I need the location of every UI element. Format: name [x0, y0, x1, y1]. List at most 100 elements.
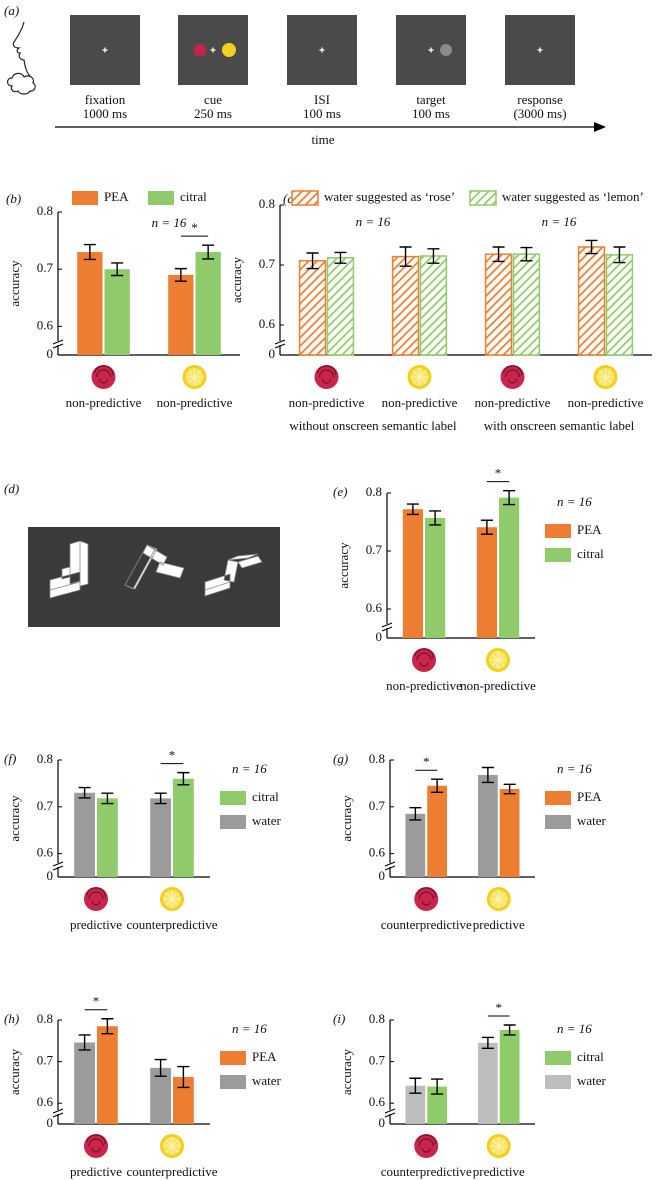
bar — [150, 1067, 171, 1124]
error-bar — [177, 771, 190, 786]
step-name: cue — [204, 92, 222, 107]
bar — [499, 1029, 520, 1124]
n-label: n = 16 — [542, 214, 577, 229]
y-axis-label: accuracy — [339, 795, 354, 842]
rose-icon — [412, 648, 436, 672]
legend-label: citral — [577, 546, 604, 561]
significance-star: * — [496, 1000, 503, 1015]
n-label: n = 16 — [152, 215, 187, 230]
error-bar — [101, 1018, 114, 1035]
legend-label: water — [252, 1073, 282, 1088]
legend-label: citral — [252, 789, 279, 804]
error-bar — [78, 1034, 91, 1051]
significance-star: * — [191, 220, 198, 235]
head-icon — [6, 21, 36, 95]
x-tick-label: predictive — [70, 917, 122, 932]
y-tick-label: 0.8 — [369, 1011, 385, 1026]
axis-break — [384, 861, 396, 871]
legend-swatch — [545, 815, 571, 829]
error-bar — [202, 244, 215, 260]
bar — [427, 1086, 447, 1124]
rose-icon — [314, 365, 339, 389]
y-tick-label: 0.7 — [369, 1053, 386, 1068]
lemon-segments — [185, 368, 204, 386]
error-bar — [409, 807, 422, 821]
legend-swatch — [545, 1075, 571, 1089]
bar — [427, 785, 447, 877]
fixation-cross — [428, 47, 434, 53]
bar — [402, 509, 423, 638]
x-tick-label: non-predictive — [568, 395, 644, 410]
legend-swatch — [220, 1051, 246, 1065]
axis-break — [52, 1108, 64, 1118]
lemon-segments — [163, 1137, 181, 1155]
bar — [150, 798, 171, 877]
y-axis-label: accuracy — [7, 795, 22, 842]
bar — [605, 254, 634, 356]
bar — [512, 253, 541, 356]
error-bar — [503, 1024, 516, 1036]
step-duration: 1000 ms — [83, 106, 127, 121]
y-tick-label: 0.7 — [259, 256, 276, 271]
lemon-segments — [489, 651, 507, 669]
legend-swatch — [545, 548, 571, 562]
error-bar — [78, 786, 91, 799]
x-tick-label: non-predictive — [475, 395, 551, 410]
bar — [499, 497, 520, 638]
y-tick-label: 0.8 — [37, 203, 53, 218]
panel-label: (h) — [4, 1011, 19, 1026]
fixation-cross — [537, 47, 543, 53]
panel-label: (a) — [4, 3, 19, 18]
legend-swatch — [220, 815, 246, 829]
fixation-cross — [319, 47, 325, 53]
rose-icon — [414, 887, 439, 911]
n-label: n = 16 — [557, 494, 592, 509]
step-duration: (3000 ms) — [513, 106, 566, 121]
error-bar — [503, 489, 516, 506]
x-tick-label: predictive — [473, 1164, 525, 1179]
panel-label: (e) — [333, 484, 347, 499]
error-bar — [409, 1077, 422, 1094]
bar — [577, 246, 606, 356]
lemon-segments — [596, 368, 615, 386]
group-label: with onscreen semantic label — [484, 418, 635, 433]
legend-swatch — [220, 1075, 246, 1089]
bar — [168, 274, 194, 355]
axis-break-gap — [54, 863, 62, 867]
significance-star: * — [93, 994, 100, 1009]
y-tick-label: 0 — [47, 1115, 54, 1130]
y-tick-label: 0.8 — [259, 196, 275, 211]
rose-petals — [86, 1134, 106, 1153]
x-tick-label: non-predictive — [157, 395, 233, 410]
y-tick-label: 0.7 — [37, 1053, 54, 1068]
bar — [405, 813, 426, 877]
y-tick-label: 0 — [379, 1115, 386, 1130]
n-label: n = 16 — [356, 214, 391, 229]
y-axis-label: accuracy — [336, 542, 351, 589]
legend-swatch — [545, 1051, 571, 1065]
x-tick-label: counterpredictive — [127, 1164, 218, 1179]
rose-petals — [316, 365, 337, 384]
y-tick-label: 0.6 — [369, 845, 386, 860]
legend-label: water — [577, 1073, 607, 1088]
legend-swatch — [545, 791, 571, 805]
panel-label: (b) — [6, 191, 21, 206]
stimulus-background — [28, 527, 280, 627]
axis-break — [52, 339, 64, 349]
panel-label: (f) — [4, 751, 16, 766]
panel-label: (g) — [333, 751, 348, 766]
y-tick-label: 0 — [47, 868, 54, 883]
panel-label: (i) — [333, 1011, 345, 1026]
cube-figure — [49, 540, 89, 599]
bar — [484, 253, 513, 356]
error-bar — [101, 792, 114, 805]
x-tick-label: counterpredictive — [127, 917, 218, 932]
y-tick-label: 0.7 — [37, 260, 54, 275]
y-axis-label: accuracy — [229, 256, 244, 303]
n-label: n = 16 — [232, 1021, 267, 1036]
rose-petals — [416, 887, 436, 906]
rose-petals — [502, 365, 523, 384]
y-tick-label: 0 — [379, 868, 386, 883]
lemon-segments — [489, 1137, 508, 1155]
rose-petals — [414, 648, 434, 667]
